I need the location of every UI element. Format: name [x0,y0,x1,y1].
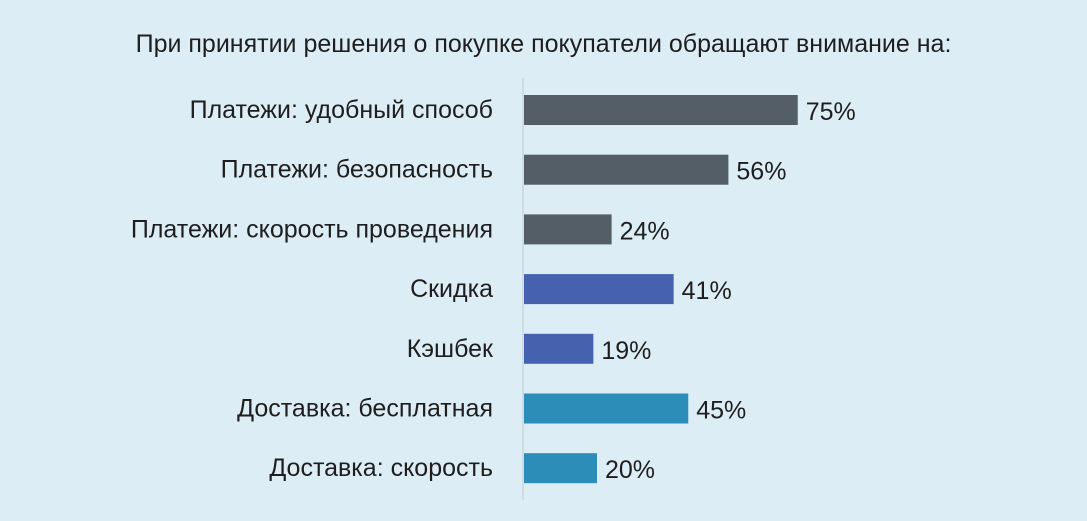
bar [524,214,612,245]
category-label: Платежи: удобный способ [190,96,493,124]
bar [524,393,689,424]
value-label: 41% [682,277,732,305]
bar [524,333,594,364]
value-label: 24% [620,217,670,245]
bar [524,453,597,484]
category-label: Платежи: безопасность [221,156,493,184]
bar [524,95,798,125]
bar [524,154,729,185]
value-label: 45% [696,397,746,425]
category-label: Доставка: скорость [269,454,493,482]
chart-title: При принятии решения о покупке покупател… [135,30,952,58]
value-label: 75% [806,98,856,126]
category-label: Доставка: бесплатная [237,395,493,423]
category-label: Скидка [410,275,493,303]
value-label: 20% [605,456,655,484]
value-label: 19% [601,337,651,365]
bars-group: Платежи: удобный способ 75% Платежи: безоп… [131,95,856,484]
bar [524,274,674,305]
category-label: Платежи: скорость проведения [131,215,493,243]
category-label: Кэшбек [407,335,494,363]
value-label: 56% [736,158,786,186]
